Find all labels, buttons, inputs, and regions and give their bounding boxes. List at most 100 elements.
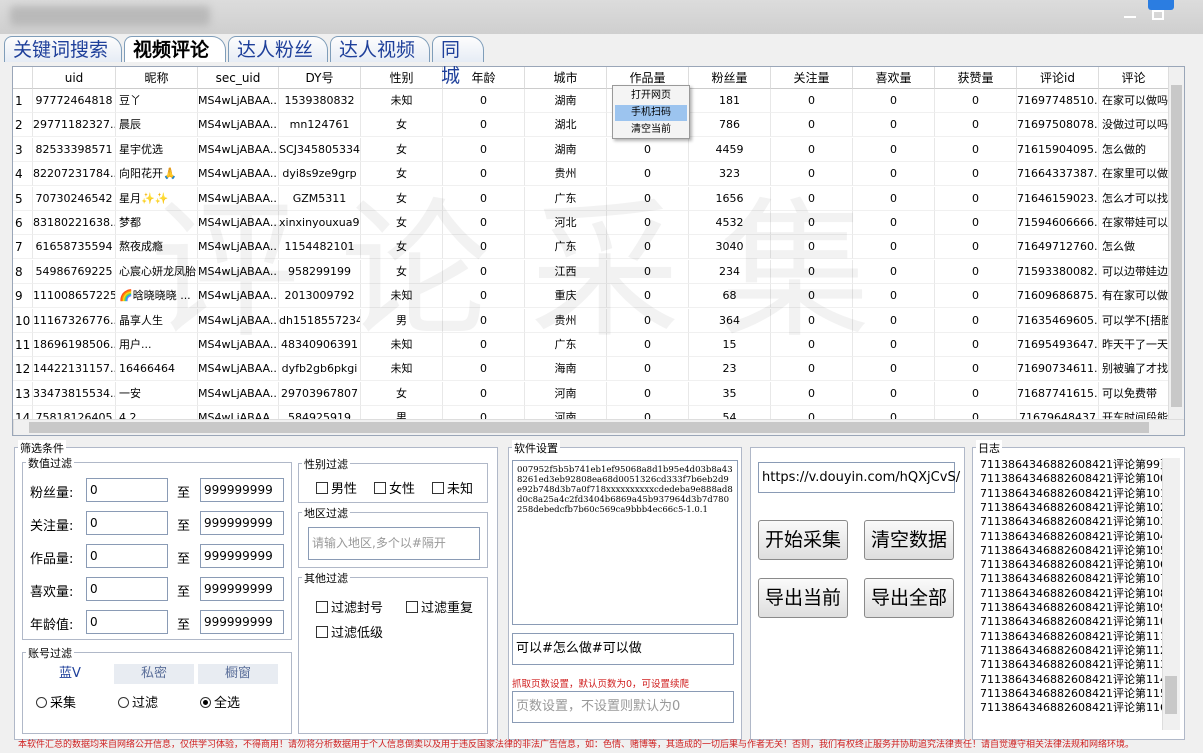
table-cell[interactable]: 18696198506... <box>33 333 116 357</box>
table-cell[interactable]: 0 <box>935 186 1017 211</box>
table-cell[interactable]: 0 <box>935 333 1017 357</box>
table-cell[interactable]: 在家带娃可以... <box>1099 211 1169 235</box>
row-number[interactable]: 10 <box>13 308 33 333</box>
table-cell[interactable]: 29771182327... <box>33 113 116 138</box>
table-cell[interactable]: 广东 <box>525 186 607 211</box>
radio-option[interactable]: 过滤 <box>118 692 158 711</box>
table-cell[interactable]: 湖北 <box>525 113 607 138</box>
table-cell[interactable]: 0 <box>443 259 525 284</box>
table-cell[interactable]: 11167326776... <box>33 308 116 333</box>
table-cell[interactable]: 0 <box>607 333 689 357</box>
table-cell[interactable]: 河南 <box>525 381 607 406</box>
table-cell[interactable]: 0 <box>443 211 525 235</box>
table-cell[interactable]: 0 <box>853 381 935 406</box>
table-cell[interactable]: MS4wLjABAA... <box>198 211 279 235</box>
table-cell[interactable]: 71594606666... <box>1017 211 1099 235</box>
table-cell[interactable]: 0 <box>935 357 1017 382</box>
table-cell[interactable]: 重庆 <box>525 284 607 309</box>
table-cell[interactable]: 82207231784... <box>33 162 116 187</box>
table-cell[interactable]: 湖南 <box>525 89 607 113</box>
table-cell[interactable]: 0 <box>853 113 935 138</box>
row-number[interactable]: 6 <box>13 211 33 235</box>
menu-item[interactable]: 手机扫码 <box>615 105 687 121</box>
table-cell[interactable]: 0 <box>853 89 935 113</box>
action-button[interactable]: 导出当前 <box>758 578 848 618</box>
table-cell[interactable]: 0 <box>935 284 1017 309</box>
row-number[interactable]: 2 <box>13 113 33 138</box>
tab[interactable]: 达人粉丝 <box>228 36 328 62</box>
table-cell[interactable]: MS4wLjABAA... <box>198 235 279 260</box>
table-cell[interactable]: 0 <box>443 381 525 406</box>
table-cell[interactable]: 广东 <box>525 333 607 357</box>
table-cell[interactable]: 未知 <box>361 333 443 357</box>
table-cell[interactable]: 怎么做的 <box>1099 137 1169 162</box>
table-cell[interactable]: 0 <box>443 186 525 211</box>
table-cell[interactable]: 0 <box>443 113 525 138</box>
radio[interactable] <box>200 697 211 708</box>
menu-item[interactable]: 打开网页 <box>631 90 671 101</box>
action-button[interactable]: 开始采集 <box>758 520 848 560</box>
table-cell[interactable]: 0 <box>853 284 935 309</box>
action-button[interactable]: 清空数据 <box>864 520 954 560</box>
table-cell[interactable]: GZM5311 <box>279 186 361 211</box>
account-tab[interactable]: 蓝V <box>59 666 81 681</box>
pages-input[interactable]: 页数设置，不设置则默认为0 <box>512 691 734 723</box>
table-cell[interactable]: 0 <box>607 162 689 187</box>
table-cell[interactable]: 71635469605... <box>1017 308 1099 333</box>
table-cell[interactable]: 323 <box>689 162 771 187</box>
table-cell[interactable]: 怎么才可以找... <box>1099 186 1169 211</box>
table-cell[interactable]: MS4wLjABAA... <box>198 308 279 333</box>
checkbox[interactable] <box>316 626 328 638</box>
table-cell[interactable]: 湖南 <box>525 137 607 162</box>
table-cell[interactable]: 83180221638... <box>33 211 116 235</box>
table-cell[interactable]: 0 <box>771 162 853 187</box>
table-cell[interactable]: 29703967807 <box>279 381 361 406</box>
checkbox-option[interactable]: 过滤重复 <box>406 597 473 616</box>
table-cell[interactable]: 晶享人生 <box>116 308 198 333</box>
table-cell[interactable]: 女 <box>361 113 443 138</box>
table-cell[interactable]: 0 <box>443 308 525 333</box>
row-number[interactable]: 9 <box>13 284 33 309</box>
table-cell[interactable]: 1539380832 <box>279 89 361 113</box>
h-scroll-thumb[interactable] <box>29 422 1149 433</box>
table-cell[interactable]: 0 <box>771 333 853 357</box>
row-number[interactable]: 7 <box>13 235 33 260</box>
table-cell[interactable]: 0 <box>853 211 935 235</box>
table-cell[interactable]: 4532 <box>689 211 771 235</box>
table-cell[interactable]: 71609686875... <box>1017 284 1099 309</box>
radio-option[interactable]: 采集 <box>36 692 76 711</box>
region-input[interactable]: 请输入地区,多个以#隔开 <box>308 527 480 560</box>
table-cell[interactable]: 786 <box>689 113 771 138</box>
row-number[interactable]: 1 <box>13 89 33 113</box>
table-cell[interactable]: 0 <box>935 113 1017 138</box>
table-cell[interactable]: 0 <box>607 308 689 333</box>
table-cell[interactable]: 0 <box>853 357 935 382</box>
table-cell[interactable]: MS4wLjABAA... <box>198 259 279 284</box>
table-cell[interactable]: 71687741615... <box>1017 381 1099 406</box>
table-cell[interactable]: 0 <box>853 162 935 187</box>
table-cell[interactable]: 在家可以做吗 <box>1099 89 1169 113</box>
row-number[interactable]: 8 <box>13 259 33 284</box>
radio-option[interactable]: 全选 <box>200 692 240 711</box>
table-cell[interactable]: 女 <box>361 381 443 406</box>
table-cell[interactable]: 可以学不[捂脸] <box>1099 308 1169 333</box>
table-cell[interactable]: 71690734611... <box>1017 357 1099 382</box>
max-input[interactable]: 999999999 <box>200 610 284 634</box>
table-cell[interactable]: 71697748510... <box>1017 89 1099 113</box>
table-cell[interactable]: 71615904095... <box>1017 137 1099 162</box>
table-cell[interactable]: dh15185572347 <box>279 308 361 333</box>
min-input[interactable]: 0 <box>86 478 168 502</box>
log-thumb[interactable] <box>1165 676 1177 714</box>
table-cell[interactable]: 0 <box>443 235 525 260</box>
max-input[interactable]: 999999999 <box>200 577 284 601</box>
table-cell[interactable]: MS4wLjABAA... <box>198 333 279 357</box>
table-cell[interactable]: 可以边带娃边... <box>1099 259 1169 284</box>
row-number[interactable]: 3 <box>13 137 33 162</box>
action-button[interactable]: 导出全部 <box>864 578 954 618</box>
table-cell[interactable]: 海南 <box>525 357 607 382</box>
table-cell[interactable]: 广东 <box>525 235 607 260</box>
table-cell[interactable]: 70730246542 <box>33 186 116 211</box>
table-cell[interactable]: 0 <box>771 235 853 260</box>
checkbox[interactable] <box>406 601 418 613</box>
table-cell[interactable]: 星月✨✨ <box>116 186 198 211</box>
